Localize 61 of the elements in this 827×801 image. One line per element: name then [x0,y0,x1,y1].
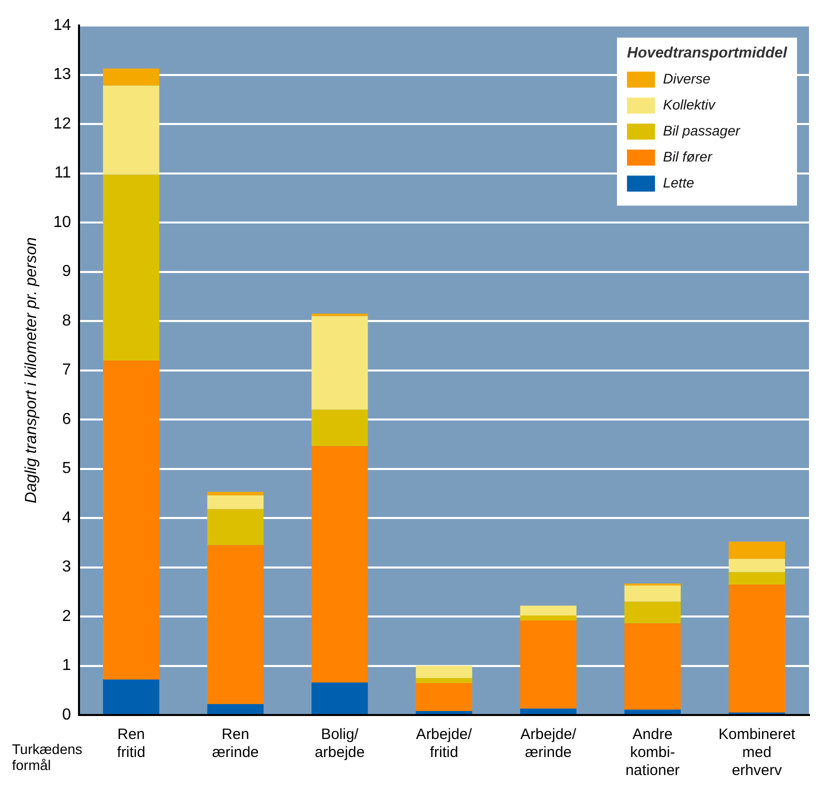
bar [416,711,472,714]
y-tick-label: 0 [62,706,72,724]
bar [207,509,264,546]
y-tick-label: 1 [62,657,72,674]
bar [624,585,681,602]
y-tick-label: 4 [62,509,72,526]
legend-label: Bil fører [662,148,714,164]
x-tick-label: Kombineret med erhverv [718,726,796,780]
bar [520,620,576,709]
bar [102,360,160,680]
bar [207,704,264,714]
bar [520,708,576,714]
y-tick-label: 6 [62,410,72,428]
y-tick-label: 13 [53,66,72,84]
x-tick-label: Bolig/ arbejde [314,726,365,762]
y-tick-label: 12 [53,115,72,132]
y-axis-title: Daglig transport i kilometer pr. person [23,237,40,504]
bar [102,174,160,360]
bar [728,584,786,713]
bar [312,410,368,446]
bar [624,710,681,714]
bar [728,558,786,572]
bar [624,623,681,710]
legend-label: Kollektiv [662,96,716,112]
y-tick-label: 10 [53,214,72,231]
x-tick-label: Arbejde/ ærinde [520,726,578,762]
y-tick-label: 14 [53,17,72,34]
bar [728,572,786,585]
bar [102,68,160,86]
bar [624,602,681,624]
y-tick-label: 9 [62,263,72,280]
bar [207,545,264,704]
bar [312,316,368,410]
legend-title: Hovedtransportmiddel [626,44,788,62]
bar [416,682,472,712]
y-tick-label: 11 [54,164,72,182]
bar [416,666,472,678]
y-tick-label: 7 [62,362,72,379]
y-tick-label: 8 [62,312,72,330]
y-tick-label: 3 [62,558,72,576]
y-tick-label: 5 [62,460,72,478]
x-tick-label: Andre kombi- nationer [625,726,680,780]
bar [312,446,368,682]
bar [312,314,368,316]
bar [520,606,576,616]
bar [207,495,264,510]
x-tick-label: Ren fritid [116,726,146,762]
x-tick-label: Ren ærinde [212,726,259,762]
legend-label: Diverse [662,70,711,86]
y-tick-label: 2 [62,608,72,625]
bar [520,616,576,620]
legend-label: Bil passager [662,122,742,138]
x-tick-label: Arbejde/ fritid [416,726,473,762]
bar [416,678,472,683]
bar [102,86,160,175]
bar [102,680,160,714]
x-axis-title: Turkædens formål [12,740,82,773]
bar [312,682,368,714]
bar [728,542,786,559]
legend-label: Lette [662,174,694,190]
bar [207,492,264,496]
